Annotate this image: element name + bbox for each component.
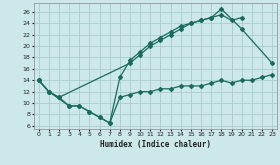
X-axis label: Humidex (Indice chaleur): Humidex (Indice chaleur) <box>100 140 211 149</box>
